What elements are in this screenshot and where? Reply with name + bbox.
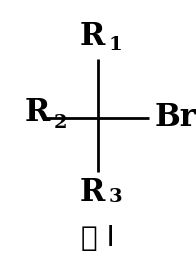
Text: Br: Br <box>155 102 196 133</box>
Text: R: R <box>79 177 105 208</box>
Text: 2: 2 <box>54 114 67 132</box>
Text: 式 I: 式 I <box>81 224 115 252</box>
Text: R: R <box>24 97 50 128</box>
Text: R: R <box>79 21 105 52</box>
Text: 1: 1 <box>109 36 122 54</box>
Text: 3: 3 <box>109 188 122 206</box>
